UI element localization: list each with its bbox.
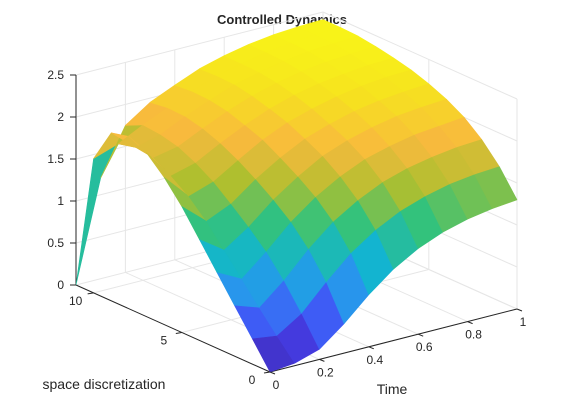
x-tick-label: 1 — [520, 315, 527, 329]
z-tick-label: 1 — [57, 194, 64, 208]
x-tick-mark — [269, 371, 276, 375]
x-tick-label: 0.6 — [416, 340, 433, 354]
x-tick-mark — [319, 358, 325, 362]
z-tick-label: 0 — [57, 278, 64, 292]
surface-plot — [75, 19, 518, 373]
y-tick-label: 0 — [249, 373, 256, 387]
y-tick-mark — [175, 331, 182, 334]
grid-line — [322, 11, 518, 100]
y-axis-line — [75, 284, 271, 373]
x-tick-mark — [467, 321, 473, 325]
x-tick-label: 0.2 — [317, 365, 334, 379]
grid-line — [75, 11, 324, 76]
y-tick-mark — [263, 371, 271, 374]
surface-patch — [474, 166, 518, 209]
y-tick-label: 10 — [69, 294, 83, 308]
y-axis-label: space discretization — [43, 376, 166, 392]
x-tick-mark — [516, 308, 523, 312]
x-tick-label: 0.8 — [465, 328, 482, 342]
z-tick-label: 1.5 — [47, 152, 64, 166]
x-tick-label: 0 — [273, 378, 280, 392]
z-tick-label: 0.5 — [47, 236, 64, 250]
y-tick-label: 5 — [160, 333, 167, 347]
x-tick-mark — [368, 346, 374, 350]
z-tick-label: 2 — [57, 110, 64, 124]
z-tick-label: 2.5 — [47, 68, 64, 82]
x-tick-label: 0.4 — [366, 353, 383, 367]
x-axis-line — [269, 308, 518, 373]
surface-patch — [75, 143, 119, 286]
x-tick-mark — [418, 333, 424, 337]
x-axis-label: Time — [377, 381, 408, 397]
y-tick-mark — [87, 292, 94, 295]
